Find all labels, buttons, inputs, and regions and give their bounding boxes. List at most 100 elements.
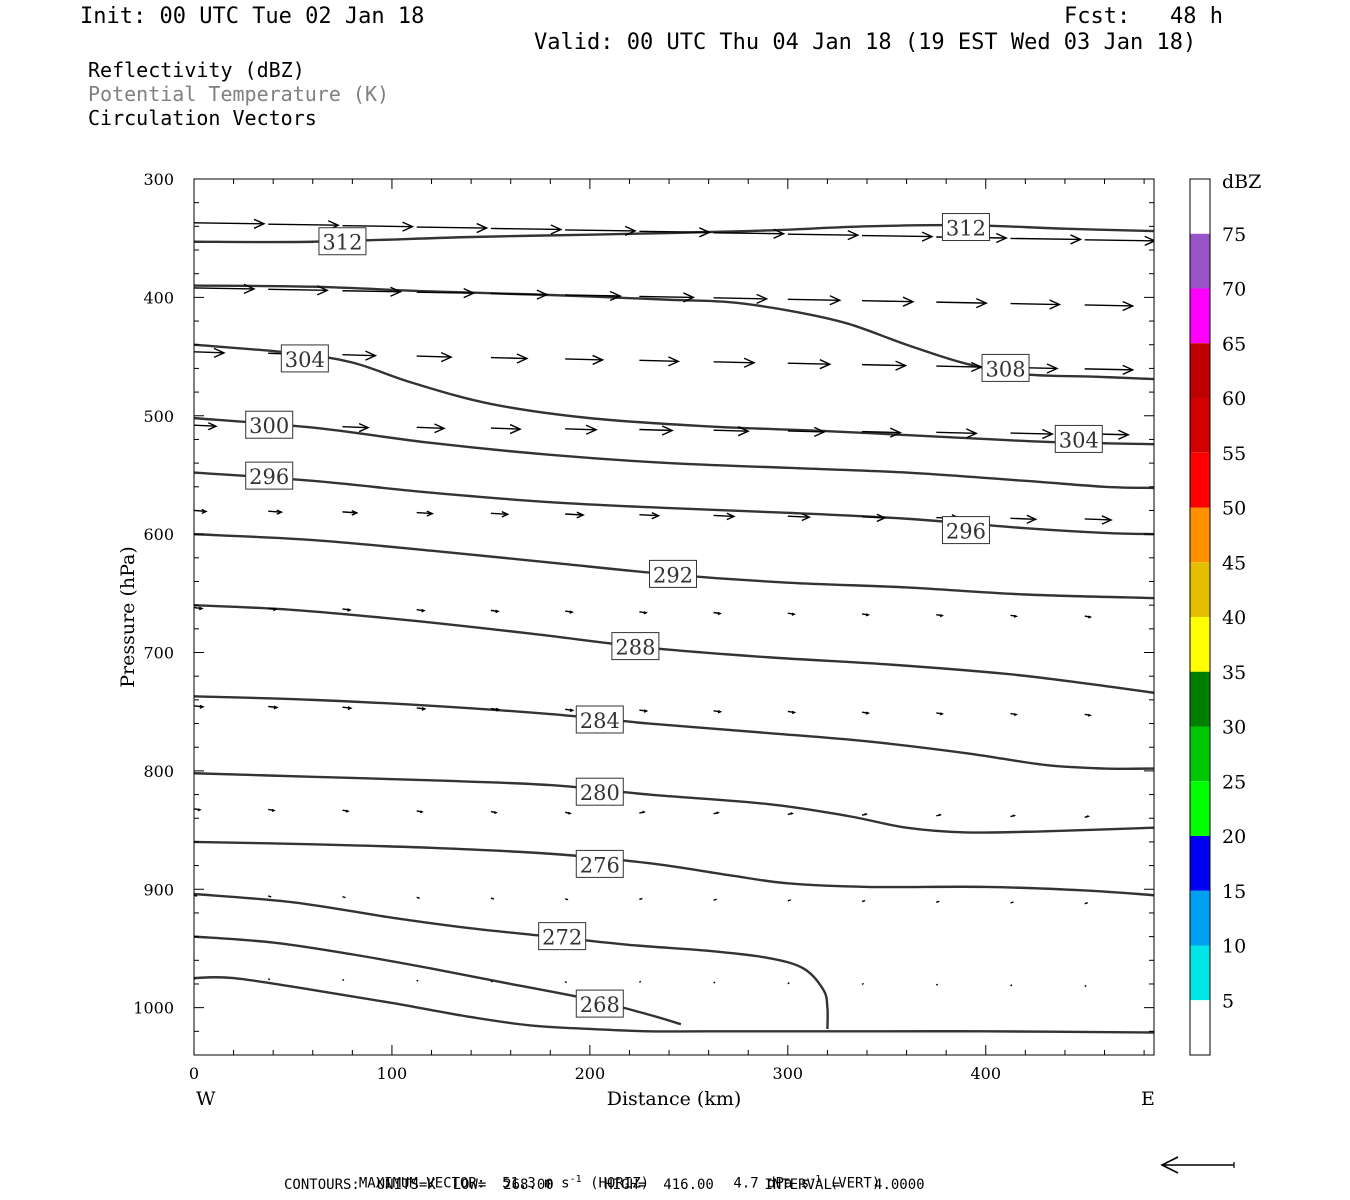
circulation-vector-head — [939, 614, 944, 618]
circulation-vector — [1084, 304, 1133, 307]
colorbar-segment — [1190, 1000, 1210, 1055]
circulation-vector — [194, 287, 255, 290]
circulation-vector-head — [569, 610, 574, 614]
circulation-vector — [787, 430, 825, 433]
circulation-vector-head — [198, 606, 204, 611]
max-vector-vertical: 4.7 dPa s — [733, 1175, 810, 1192]
contour-label: 304 — [1059, 428, 1099, 452]
circulation-vector-head — [550, 224, 563, 235]
circulation-vector-head — [536, 289, 549, 300]
colorbar-segment — [1190, 452, 1210, 508]
circulation-vector-head — [661, 425, 674, 436]
circulation-vector-head — [426, 510, 434, 517]
circulation-vector-head — [668, 356, 681, 367]
circulation-vector-head — [609, 290, 622, 302]
circulation-vector — [713, 297, 767, 300]
colorbar-label: 45 — [1222, 552, 1246, 574]
circulation-vector-head — [345, 809, 350, 813]
max-vector-horizontal: MAXIMUM VECTOR: 51.3 m s — [358, 1175, 570, 1192]
circulation-vector — [268, 510, 282, 513]
circulation-vector — [416, 426, 445, 430]
circulation-vector-head — [421, 707, 427, 711]
contour-label-box — [575, 849, 624, 878]
circulation-vector-head — [643, 709, 649, 713]
circulation-vector — [713, 514, 735, 518]
circulation-vector-head — [791, 710, 797, 715]
contour-label-box — [941, 516, 990, 545]
circulation-vector — [490, 292, 547, 296]
circulation-vector-head — [1088, 615, 1093, 619]
colorbar-segment — [1190, 398, 1210, 453]
x-tick-label: 0 — [189, 1064, 199, 1083]
theta-contour — [194, 840, 1154, 897]
circulation-vector — [268, 288, 328, 292]
circulation-vector — [342, 978, 345, 982]
circulation-vector — [490, 512, 508, 515]
circulation-vector-head — [699, 227, 712, 238]
circulation-vector — [490, 227, 561, 231]
circulation-vector — [787, 298, 840, 301]
colorbar-label: 55 — [1222, 443, 1246, 465]
contour-label-box — [575, 777, 624, 806]
theta-contour — [194, 772, 1154, 834]
circulation-vector-head — [717, 710, 723, 714]
circulation-vector-head — [516, 353, 529, 364]
circulation-vector — [862, 234, 933, 238]
colorbar-segment — [1190, 781, 1210, 836]
valid-time: Valid: 00 UTC Thu 04 Jan 18 (19 EST Wed … — [534, 30, 1197, 55]
init-time: Init: 00 UTC Tue 02 Jan 18 — [80, 4, 425, 29]
circulation-vector — [416, 355, 452, 358]
colorbar-segment — [1190, 179, 1210, 234]
max-vector-vertical-exponent: -1 — [809, 1174, 822, 1185]
contour-label: 296 — [946, 520, 986, 544]
circulation-vector — [639, 897, 643, 901]
circulation-vector-head — [585, 424, 598, 435]
x-tick-label: 100 — [377, 1064, 408, 1083]
circulation-vector — [490, 897, 495, 900]
circulation-vector-head — [1012, 814, 1017, 817]
circulation-vector-head — [421, 608, 426, 613]
colorbar-segment — [1190, 890, 1210, 946]
colorbar-label: 40 — [1222, 607, 1246, 629]
circulation-vector-head — [434, 423, 446, 434]
y-tick-label: 400 — [143, 288, 174, 307]
circulation-vector — [713, 232, 784, 235]
circulation-vector — [194, 222, 265, 225]
circulation-vector-head — [902, 296, 915, 307]
colorbar-segment — [1190, 945, 1210, 1001]
circulation-vector-head — [995, 232, 1008, 244]
contour-label-box — [649, 559, 698, 588]
forecast-hour: Fcst: 48 h — [1064, 4, 1223, 29]
circulation-vector-head — [921, 231, 934, 242]
circulation-vector — [490, 980, 493, 983]
circulation-vector — [1010, 984, 1013, 987]
circulation-vector-head — [889, 427, 902, 438]
legend-potential-temperature: Potential Temperature (K) — [88, 82, 390, 106]
circulation-vector-head — [213, 347, 226, 358]
circulation-vector-head — [419, 810, 424, 814]
circulation-vector — [639, 230, 710, 234]
circulation-vector — [713, 981, 716, 984]
colorbar-label: 60 — [1222, 388, 1246, 410]
circulation-vector-head — [642, 810, 646, 814]
contour-label-box — [981, 353, 1030, 382]
contour-label: 300 — [249, 414, 289, 438]
circulation-vector — [1084, 902, 1088, 905]
circulation-vector-head — [790, 812, 794, 815]
y-tick-label: 600 — [143, 525, 174, 544]
contour-label: 288 — [615, 636, 655, 660]
colorbar-label: 65 — [1222, 333, 1246, 355]
circulation-vector-head — [847, 230, 860, 241]
circulation-vector-head — [1101, 515, 1113, 525]
colorbar-unit: dBZ — [1222, 171, 1261, 193]
circulation-vector — [342, 895, 346, 899]
circulation-vector — [565, 294, 621, 297]
x-end-label-west: W — [196, 1088, 216, 1110]
circulation-vector — [639, 359, 679, 363]
circulation-vector-head — [495, 707, 501, 712]
circulation-vector — [416, 226, 487, 229]
circulation-vector-head — [365, 350, 378, 361]
circulation-vector-head — [970, 361, 983, 373]
x-axis-label: Distance (km) — [607, 1088, 742, 1110]
circulation-vector — [713, 429, 749, 432]
